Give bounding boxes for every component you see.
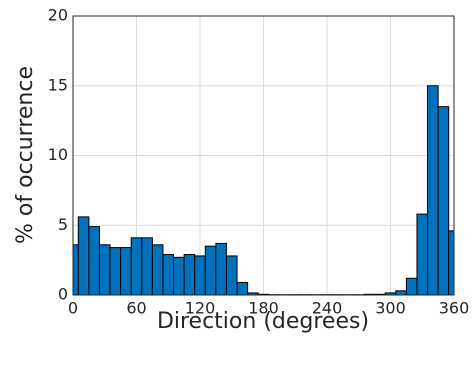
bar — [215, 242, 227, 295]
bar — [120, 247, 132, 295]
bar — [427, 85, 439, 295]
x-tick-label: 0 — [68, 299, 78, 318]
bar — [416, 213, 429, 295]
y-tick-label: 10 — [48, 145, 68, 164]
bar — [448, 230, 454, 295]
x-tick-label: 240 — [312, 299, 343, 318]
bar — [236, 281, 249, 295]
x-tick-label: 360 — [439, 299, 470, 318]
x-axis-label: Direction (degrees) — [157, 309, 369, 334]
bar — [225, 255, 238, 295]
y-tick-label: 0 — [58, 285, 68, 304]
x-tick-label: 180 — [248, 299, 279, 318]
bars — [73, 85, 454, 295]
bar — [77, 216, 90, 295]
bar — [130, 237, 143, 295]
bar — [162, 254, 175, 295]
bar — [395, 290, 407, 295]
bar — [173, 256, 185, 295]
x-tick-label: 60 — [126, 299, 146, 318]
bar — [88, 226, 100, 295]
bar — [183, 254, 196, 295]
bar — [141, 237, 153, 295]
x-tick-label: 300 — [375, 299, 406, 318]
bar — [151, 244, 164, 295]
plot-frame — [72, 15, 455, 296]
x-tick-label: 120 — [185, 299, 216, 318]
bar — [437, 106, 450, 295]
bar — [405, 277, 418, 295]
y-axis-label: % of occurrence — [13, 66, 38, 244]
y-tick-label: 20 — [48, 6, 68, 25]
bar — [204, 245, 217, 295]
y-tick-label: 5 — [58, 215, 68, 234]
tick-labels: 0 60 120 180 240 300 360 0 5 10 15 20 — [48, 6, 470, 318]
bar — [194, 255, 206, 295]
y-tick-label: 15 — [48, 75, 68, 94]
bar — [98, 244, 111, 295]
bar — [109, 247, 122, 295]
